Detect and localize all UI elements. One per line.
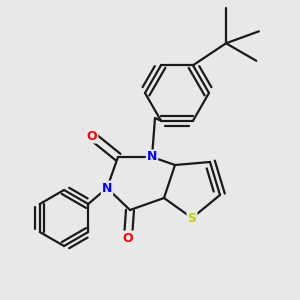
Text: N: N xyxy=(147,151,157,164)
Text: N: N xyxy=(102,182,112,194)
Text: O: O xyxy=(87,130,97,142)
Text: S: S xyxy=(188,212,196,224)
Text: O: O xyxy=(123,232,133,244)
